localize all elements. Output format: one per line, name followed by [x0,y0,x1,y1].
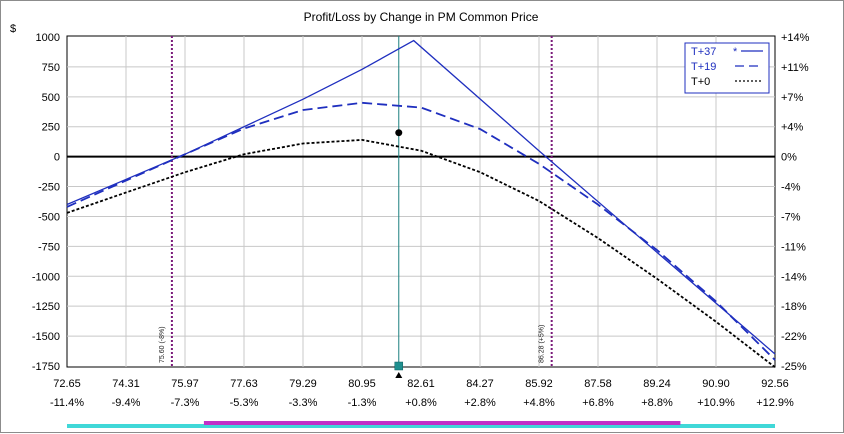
y-tick-label: -750 [38,241,60,253]
x-pct-tick-label: -7.3% [171,397,200,409]
y-right-tick-label: -11% [781,241,806,253]
x-tick-label: 80.95 [348,378,376,390]
series-line-tplus-19 [66,101,776,361]
current-price-arrow-icon [395,372,403,378]
y-right-tick-label: +7% [781,92,804,104]
legend-marker: * [733,46,738,58]
y-right-tick-label: -7% [781,211,801,223]
x-pct-tick-label: +10.9% [697,397,735,409]
y-right-tick-label: +14% [781,32,810,44]
x-pct-tick-label: +4.8% [523,397,555,409]
breakeven-label: 75.60 (-8%) [159,326,166,363]
y-tick-label: -250 [38,182,60,194]
legend-entry-label: T+19 [691,61,716,73]
y-tick-label: -1000 [32,271,60,283]
y-right-tick-label: +4% [781,122,804,134]
x-tick-label: 79.29 [289,378,317,390]
x-pct-tick-label: +0.8% [405,397,437,409]
series-line-tplus-0 [66,138,776,368]
x-pct-tick-label: +12.9% [756,397,794,409]
legend-entry-label: T+0 [691,76,710,88]
x-tick-label: 72.65 [53,378,81,390]
y-tick-label: 500 [42,92,60,104]
y-tick-label: 750 [42,62,60,74]
x-pct-tick-label: +2.8% [464,397,496,409]
x-tick-label: 75.97 [171,378,199,390]
y-tick-label: -1250 [32,301,60,313]
y-tick-label: 250 [42,122,60,134]
x-tick-label: 92.56 [761,378,789,390]
x-pct-tick-label: +6.8% [582,397,614,409]
x-pct-tick-label: -1.3% [348,397,377,409]
y-right-tick-label: -25% [781,361,807,373]
x-tick-label: 90.90 [702,378,730,390]
x-tick-label: 89.24 [643,378,671,390]
current-price-marker [394,361,404,371]
range-bar-cyan [67,424,775,428]
x-pct-tick-label: -9.4% [112,397,141,409]
x-pct-tick-label: -5.3% [230,397,259,409]
y-right-tick-label: +11% [781,62,809,74]
x-pct-tick-label: +8.8% [641,397,673,409]
y-right-tick-label: -14% [781,271,807,283]
y-right-tick-label: -22% [781,331,807,343]
x-tick-label: 82.61 [407,378,435,390]
y-right-tick-label: 0% [781,152,797,164]
chart-title: Profit/Loss by Change in PM Common Price [304,10,539,24]
x-tick-label: 87.58 [584,378,612,390]
y-tick-label: -1500 [32,331,60,343]
x-pct-tick-label: -3.3% [289,397,318,409]
y-tick-label: -500 [38,211,60,223]
y-tick-label: -1750 [32,361,60,373]
y-right-tick-label: -18% [781,301,807,313]
x-tick-label: 77.63 [230,378,258,390]
current-value-dot [395,129,403,137]
x-tick-label: 85.92 [525,378,553,390]
y-tick-label: 0 [54,152,60,164]
breakeven-label: 86.28 (+5%) [539,325,546,363]
y-tick-label: 1000 [36,32,60,44]
range-bar-magenta [203,421,681,425]
legend-entry-label: T+37 [691,46,716,58]
x-tick-label: 74.31 [112,378,140,390]
plot-area: 72.65 -11.4% 74.31 -9.4% 75.97 -7.3% 77.63 -5.3… [32,32,810,428]
currency-label: $ [10,23,16,35]
x-tick-label: 84.27 [466,378,494,390]
x-pct-tick-label: -11.4% [50,397,84,409]
y-right-tick-label: -4% [781,182,801,194]
